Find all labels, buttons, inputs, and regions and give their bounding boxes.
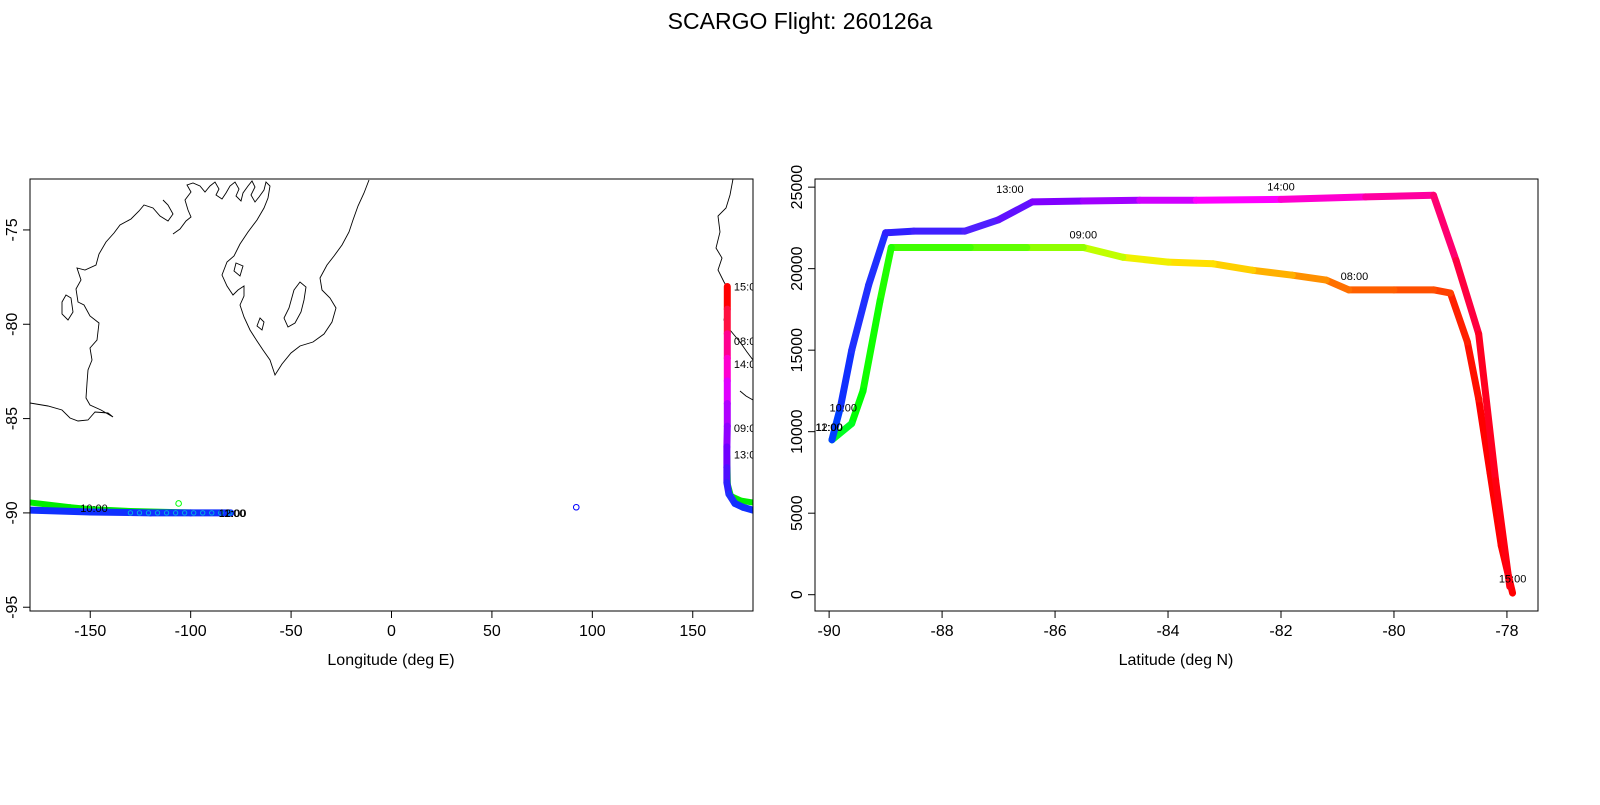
alt-y-tick-label: 25000: [789, 165, 806, 210]
map-x-tick-label: -150: [74, 623, 106, 640]
alt-x-tick-label: -90: [818, 623, 841, 640]
map-x-axis-title: Longitude (deg E): [327, 652, 454, 669]
map-time-label: 15:00: [734, 282, 762, 294]
altitude-segment: [1168, 262, 1213, 264]
altitude-time-label: 08:00: [1341, 271, 1369, 283]
altitude-segment: [1196, 199, 1281, 200]
altitude-time-label: 13:00: [996, 184, 1024, 196]
coastline: [30, 179, 753, 421]
map-y-axis: -75 -80 -85 -90 -95: [4, 218, 30, 619]
map-scatter-point: [573, 504, 579, 510]
alt-x-tick-label: -88: [931, 623, 954, 640]
map-y-tick-label: -75: [4, 218, 21, 241]
alt-y-tick-label: 0: [789, 590, 806, 599]
map-scatter-point: [176, 501, 182, 507]
alt-x-tick-label: -84: [1156, 623, 1179, 640]
altitude-segment: [1123, 257, 1168, 262]
alt-x-tick-label: -82: [1269, 623, 1292, 640]
page-title: SCARGO Flight: 260126a: [0, 8, 1600, 35]
altitude-segment: [1213, 264, 1253, 271]
altitude-segment: [1253, 270, 1293, 275]
map-time-label: 08:00: [734, 336, 762, 348]
map-track-segment: [30, 503, 70, 508]
altitude-segment: [1434, 195, 1457, 260]
map-plot-frame: [30, 179, 753, 611]
altitude-segment: [1292, 275, 1326, 280]
altitude-time-label: 12:00: [815, 422, 843, 434]
map-flight-track: [30, 287, 753, 516]
altitude-profile: [832, 195, 1513, 593]
map-x-tick-label: -100: [175, 623, 207, 640]
altitude-segment: [886, 231, 914, 233]
altitude-segment: [999, 202, 1033, 220]
map-track-segment: [741, 501, 753, 503]
alt-x-tick-label: -80: [1382, 623, 1405, 640]
alt-x-tick-label: -86: [1043, 623, 1066, 640]
map-x-tick-label: 0: [387, 623, 396, 640]
altitude-segment: [852, 285, 869, 350]
map-x-tick-label: 150: [679, 623, 706, 640]
map-x-tick-label: 100: [579, 623, 606, 640]
altitude-time-label: 09:00: [1070, 230, 1098, 242]
altitude-time-label: 14:00: [1267, 181, 1295, 193]
map-x-tick-label: -50: [280, 623, 303, 640]
alt-x-tick-label: -78: [1495, 623, 1518, 640]
map-y-tick-label: -85: [4, 407, 21, 430]
map-y-tick-label: -95: [4, 596, 21, 619]
alt-y-tick-label: 15000: [789, 328, 806, 373]
altitude-time-label: 15:00: [1499, 574, 1527, 586]
altitude-segment: [1032, 201, 1083, 202]
altitude-segment: [1083, 247, 1123, 257]
map-track-segment: [743, 507, 753, 510]
map-x-tick-label: 50: [483, 623, 501, 640]
altitude-segment: [965, 220, 999, 231]
altitude-plot-frame: [815, 179, 1538, 611]
altitude-segment: [1467, 342, 1478, 399]
altitude-segment: [840, 350, 851, 407]
map-y-tick-label: -90: [4, 501, 21, 524]
alt-y-tick-label: 20000: [789, 246, 806, 291]
map-time-label: 09:00: [734, 423, 762, 435]
altitude-x-axis-title: Latitude (deg N): [1119, 652, 1234, 669]
altitude-time-label: 10:00: [829, 402, 857, 414]
altitude-segment: [1083, 200, 1139, 201]
altitude-segment: [1366, 195, 1434, 197]
alt-y-tick-label: 10000: [789, 409, 806, 454]
map-y-tick-label: -80: [4, 313, 21, 336]
altitude-segment: [863, 301, 880, 391]
map-x-axis: -150 -100 -50 0 50 100 150: [74, 611, 706, 640]
altitude-x-axis: -90 -88 -86 -84 -82 -80 -78: [818, 611, 1519, 640]
altitude-segment: [1281, 197, 1366, 199]
map-time-label: 14:00: [734, 359, 762, 371]
altitude-y-axis: 0 5000 10000 15000 20000 25000: [789, 165, 815, 599]
map-time-label: 12:00: [219, 508, 247, 520]
map-time-label: 10:00: [80, 503, 108, 515]
alt-y-tick-label: 5000: [789, 495, 806, 531]
map-time-label: 13:00: [734, 449, 762, 461]
